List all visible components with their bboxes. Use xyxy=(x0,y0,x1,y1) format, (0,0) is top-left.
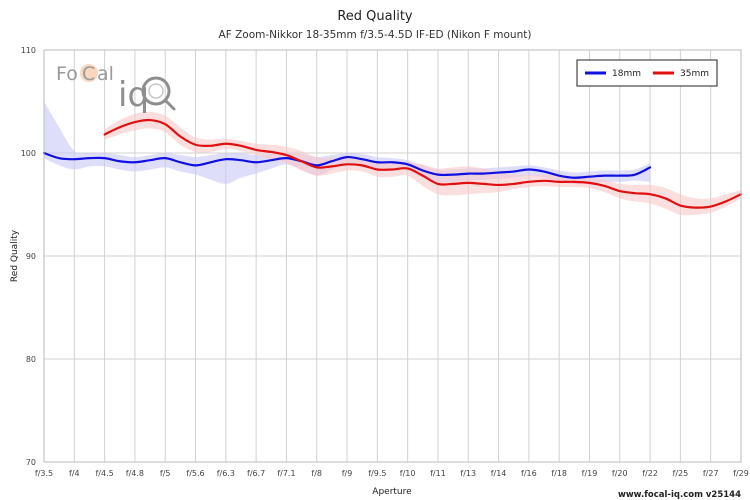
series-line-35mm xyxy=(103,118,743,209)
x-tick-label: f/10 xyxy=(400,469,416,478)
y-tick-label: 90 xyxy=(26,252,36,261)
x-tick-label: f/5.6 xyxy=(186,469,204,478)
x-axis-label: Aperture xyxy=(372,487,412,497)
x-tick-label: f/9 xyxy=(342,469,353,478)
x-tick-label: f/29 xyxy=(733,469,749,478)
x-tick-label: f/11 xyxy=(430,469,446,478)
x-tick-label: f/14 xyxy=(491,469,507,478)
y-tick-label: 80 xyxy=(26,355,36,364)
y-axis-label: Red Quality xyxy=(10,229,20,282)
series-line-18mm xyxy=(42,151,652,179)
x-tick-label: f/4.5 xyxy=(95,469,113,478)
x-tick-label: f/4 xyxy=(69,469,80,478)
x-tick-label: f/20 xyxy=(612,469,628,478)
y-tick-label: 70 xyxy=(26,458,36,467)
x-tick-labels: f/3.5 f/4 f/4.5 f/4.8 f/5 f/5.6 f/6.3 f/6.7 f/7.… xyxy=(35,469,749,478)
x-tick-label: f/9.5 xyxy=(368,469,386,478)
y-tick-label: 100 xyxy=(21,149,36,158)
focal-iq-logo: Fo C al iq xyxy=(56,63,176,115)
x-tick-label: f/22 xyxy=(642,469,658,478)
series-lines xyxy=(42,118,743,209)
logo-c-circle-icon xyxy=(80,64,98,82)
x-tick-label: f/5 xyxy=(160,469,171,478)
x-tick-label: f/7.1 xyxy=(277,469,295,478)
confidence-bands xyxy=(44,101,742,216)
y-tick-label: 110 xyxy=(21,46,36,55)
x-tick-label: f/27 xyxy=(703,469,719,478)
aperture-lens-icon xyxy=(141,76,176,111)
plot-frame xyxy=(43,49,742,463)
logo-text-right: al xyxy=(97,63,114,85)
legend-label-35mm: 35mm xyxy=(680,69,709,79)
legend-label-18mm: 18mm xyxy=(612,69,641,79)
x-tick-label: f/18 xyxy=(551,469,567,478)
x-tick-label: f/6.3 xyxy=(217,469,235,478)
x-tick-label: f/25 xyxy=(673,469,689,478)
x-tick-label: f/16 xyxy=(521,469,537,478)
chart-title: Red Quality xyxy=(337,9,413,24)
logo-text-left: Fo xyxy=(56,63,78,85)
x-tick-label: f/6.7 xyxy=(247,469,265,478)
footer-credit: www.focal-iq.com v25144 xyxy=(618,490,741,500)
x-tick-label: f/8 xyxy=(311,469,322,478)
x-tick-label: f/3.5 xyxy=(35,469,53,478)
x-tick-label: f/4.8 xyxy=(126,469,144,478)
legend: 18mm 35mm xyxy=(576,59,718,87)
x-tick-label: f/19 xyxy=(582,469,598,478)
chart-subtitle: AF Zoom-Nikkor 18-35mm f/3.5-4.5D IF-ED … xyxy=(219,29,532,41)
logo-text-mid: C xyxy=(82,63,95,85)
band-18mm xyxy=(44,101,651,184)
y-tick-labels: 70 80 90 100 110 xyxy=(21,46,36,467)
x-tick-label: f/13 xyxy=(460,469,476,478)
